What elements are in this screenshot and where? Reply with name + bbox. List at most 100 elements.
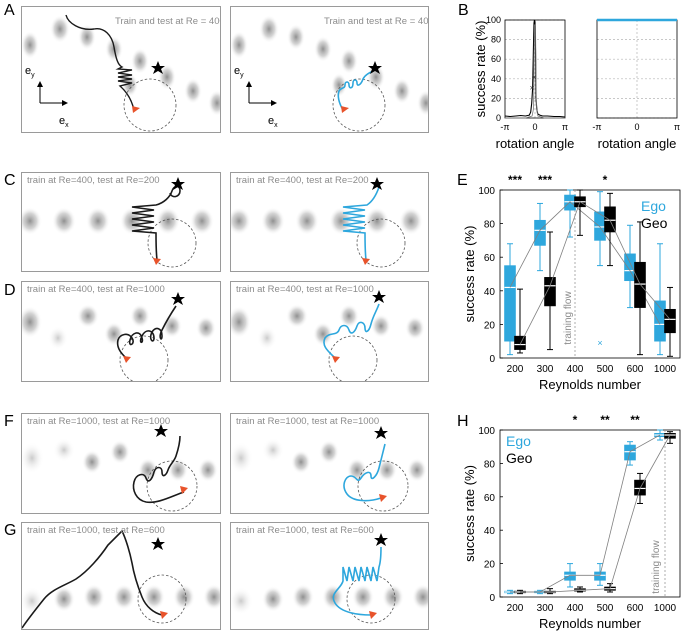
axis-ex-label: ex bbox=[268, 115, 278, 130]
caption-d-left: train at Re=400, test at Re=1000 bbox=[27, 284, 165, 295]
significance-marker: ** bbox=[630, 413, 640, 427]
panel-d-left: train at Re=400, test at Re=1000 bbox=[21, 281, 221, 382]
x-tick-label: 1000 bbox=[654, 603, 677, 614]
panel-d-right: train at Re=400, test at Re=1000 bbox=[230, 281, 429, 382]
box-ego bbox=[654, 300, 666, 342]
caption-f-right: train at Re=1000, test at Re=1000 bbox=[236, 416, 380, 427]
y-axis-label: success rate (%) bbox=[462, 465, 477, 562]
trajectory-ego-c bbox=[342, 186, 380, 261]
panel-a-left: Train and test at Re = 400 ey ex bbox=[21, 6, 221, 133]
box-geo bbox=[574, 196, 586, 208]
axes-frame bbox=[499, 189, 681, 359]
agent-marker bbox=[132, 106, 140, 113]
x-tick-label: 600 bbox=[627, 603, 644, 614]
trajectory-geo-c bbox=[131, 185, 181, 261]
box-geo bbox=[634, 261, 646, 308]
panel-label-e: E bbox=[457, 172, 468, 189]
flow-field-a-left bbox=[22, 14, 220, 132]
agent-marker bbox=[180, 486, 188, 494]
y-tick-label: 60 bbox=[491, 54, 501, 64]
significance-marker: *** bbox=[538, 173, 552, 187]
target-star-icon bbox=[372, 290, 386, 303]
y-tick-label: 20 bbox=[484, 320, 496, 331]
y-tick-label: 80 bbox=[484, 220, 496, 231]
median-connector bbox=[519, 201, 671, 345]
significance-marker: * bbox=[603, 173, 608, 187]
x-tick-label: 200 bbox=[507, 603, 524, 614]
caption-c-right: train at Re=400, test at Re=200 bbox=[236, 175, 369, 186]
training-flow-label: training flow bbox=[563, 291, 574, 345]
panel-label-g: G bbox=[4, 522, 17, 539]
caption-a-left: Train and test at Re = 400 bbox=[115, 16, 221, 27]
y-tick-label: 40 bbox=[484, 287, 496, 298]
panel-c-left: train at Re=400, test at Re=200 bbox=[21, 172, 221, 272]
significance-marker: * bbox=[573, 413, 578, 427]
x-tick-label: 500 bbox=[597, 364, 614, 375]
x-tick-label: π bbox=[562, 122, 568, 132]
x-tick-label: 1000 bbox=[654, 364, 677, 375]
target-star-icon bbox=[374, 533, 388, 546]
trajectory-geo-f bbox=[132, 435, 185, 504]
legend-ego: Ego bbox=[641, 198, 666, 214]
box-geo bbox=[634, 479, 646, 496]
x-axis-label: Reynolds number bbox=[539, 616, 642, 631]
panel-g-left: train at Re=1000, test at Re=600 bbox=[21, 522, 221, 630]
trajectory-geo-d bbox=[116, 305, 177, 359]
x-tick-label: -π bbox=[592, 122, 601, 132]
box-ego bbox=[564, 194, 576, 211]
trajectory-geo-a bbox=[65, 14, 135, 111]
flow-field-g-left bbox=[22, 529, 220, 629]
series-geo bbox=[504, 19, 566, 118]
y-tick-label: 60 bbox=[484, 253, 496, 264]
y-axis-label: success rate (%) bbox=[473, 21, 488, 118]
box-ego bbox=[624, 444, 636, 461]
axis-ex-label: ex bbox=[59, 115, 69, 130]
median-connector bbox=[510, 434, 661, 593]
significance-marker: ** bbox=[600, 413, 610, 427]
x-tick-label: 400 bbox=[567, 364, 584, 375]
flow-field-c-right bbox=[231, 177, 423, 268]
flow-field-f-right bbox=[231, 426, 427, 512]
trajectory-geo-g bbox=[22, 529, 163, 629]
y-tick-label: 60 bbox=[484, 493, 496, 504]
box-geo bbox=[544, 590, 556, 594]
box-ego bbox=[504, 590, 516, 594]
y-tick-label: 100 bbox=[486, 15, 501, 25]
median-connector bbox=[509, 201, 661, 325]
flow-field-a-right bbox=[231, 15, 428, 132]
caption-d-right: train at Re=400, test at Re=1000 bbox=[236, 284, 374, 295]
significance-marker: *** bbox=[508, 173, 522, 187]
y-tick-label: 0 bbox=[489, 593, 495, 604]
axes-frame bbox=[499, 429, 681, 598]
y-tick-label: 20 bbox=[484, 560, 496, 571]
arrow-up-icon bbox=[37, 81, 43, 87]
trajectory-ego-d bbox=[323, 303, 380, 359]
y-tick-label: 80 bbox=[484, 459, 496, 470]
median-connector bbox=[520, 434, 671, 593]
x-tick-label: 600 bbox=[627, 364, 644, 375]
box-geo bbox=[514, 335, 526, 350]
agent-marker bbox=[123, 356, 131, 363]
panel-g-right: train at Re=1000, test at Re=600 bbox=[230, 522, 429, 630]
axes-frame bbox=[596, 19, 678, 119]
y-tick-label: 100 bbox=[478, 186, 495, 197]
box-ego bbox=[534, 219, 546, 246]
axes-frame bbox=[504, 19, 566, 119]
y-tick-label: 100 bbox=[478, 426, 495, 437]
box-geo bbox=[664, 308, 676, 334]
arrow-right-icon bbox=[62, 100, 68, 106]
box-ego bbox=[594, 571, 606, 581]
x-tick-label: 0 bbox=[532, 122, 537, 132]
panel-c-right: train at Re=400, test at Re=200 bbox=[230, 172, 429, 272]
caption-c-left: train at Re=400, test at Re=200 bbox=[27, 175, 160, 186]
x-axis-label: Reynolds number bbox=[539, 377, 642, 392]
arrow-right-icon bbox=[271, 100, 277, 106]
agent-marker bbox=[379, 494, 387, 502]
legend-ego: Ego bbox=[506, 433, 531, 449]
panel-label-b: B bbox=[458, 2, 469, 19]
flow-field-g-right bbox=[231, 533, 428, 624]
flow-field-f-left bbox=[22, 424, 218, 512]
y-tick-label: 0 bbox=[496, 113, 501, 123]
box-ego bbox=[594, 211, 606, 241]
y-tick-label: 80 bbox=[491, 35, 501, 45]
